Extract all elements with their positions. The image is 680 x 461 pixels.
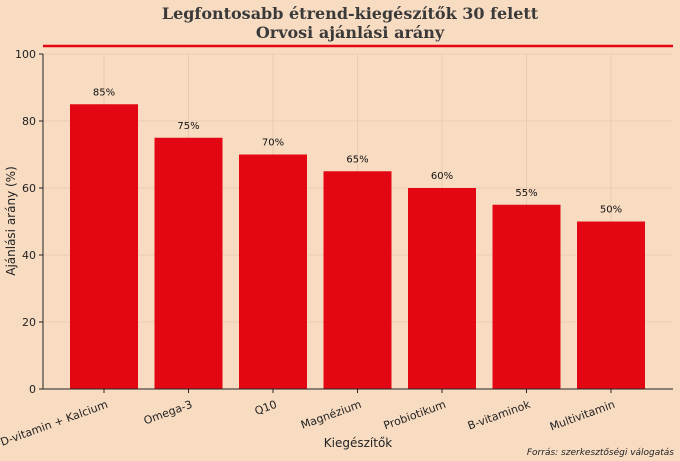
y-tick-label: 100 bbox=[15, 48, 36, 61]
bar-value-label: 85% bbox=[93, 87, 115, 98]
y-axis-label: Ajánlási arány (%) bbox=[4, 166, 18, 276]
chart-title: Legfontosabb étrend-kiegészítők 30 felet… bbox=[162, 4, 539, 23]
x-axis-ticks: D-vitamin + Kalcium Omega-3 Q10 Magnézium Pr… bbox=[0, 389, 617, 449]
x-axis-label: Kiegészítők bbox=[324, 436, 393, 450]
y-tick-label: 40 bbox=[22, 249, 36, 262]
bar bbox=[408, 188, 476, 389]
bar-value-label: 50% bbox=[600, 205, 622, 216]
x-tick-label: D-vitamin + Kalcium bbox=[0, 398, 110, 449]
bar bbox=[577, 221, 645, 389]
bar bbox=[492, 204, 561, 389]
x-tick-label: Probiotikum bbox=[382, 398, 448, 433]
y-tick-label: 20 bbox=[22, 316, 36, 329]
bar-value-label: 75% bbox=[177, 121, 199, 132]
bar bbox=[323, 171, 392, 389]
source-note: Forrás: szerkesztőségi válogatás bbox=[527, 447, 674, 458]
x-tick-label: Multivitamin bbox=[548, 398, 617, 434]
bar bbox=[239, 154, 307, 389]
chart-subtitle: Orvosi ajánlási arány bbox=[256, 23, 445, 42]
y-axis-ticks: 0 20 40 60 80 100 bbox=[15, 48, 43, 396]
x-tick-label: Omega-3 bbox=[142, 398, 194, 428]
x-tick-label: Q10 bbox=[253, 398, 279, 418]
bar-value-label: 65% bbox=[346, 154, 368, 165]
bar-value-label: 55% bbox=[515, 188, 537, 199]
bar bbox=[70, 104, 138, 389]
x-tick-label: Magnézium bbox=[299, 398, 363, 432]
y-tick-label: 60 bbox=[22, 182, 36, 195]
bar-value-label: 70% bbox=[262, 138, 284, 149]
bar-value-label: 60% bbox=[431, 171, 453, 182]
y-tick-label: 80 bbox=[22, 115, 36, 128]
bar bbox=[154, 137, 223, 389]
data-labels: 85% 75% 70% 65% 60% 55% 50% bbox=[93, 87, 622, 215]
bars bbox=[70, 104, 645, 389]
y-tick-label: 0 bbox=[29, 383, 36, 396]
x-tick-label: B-vitaminok bbox=[466, 398, 533, 433]
